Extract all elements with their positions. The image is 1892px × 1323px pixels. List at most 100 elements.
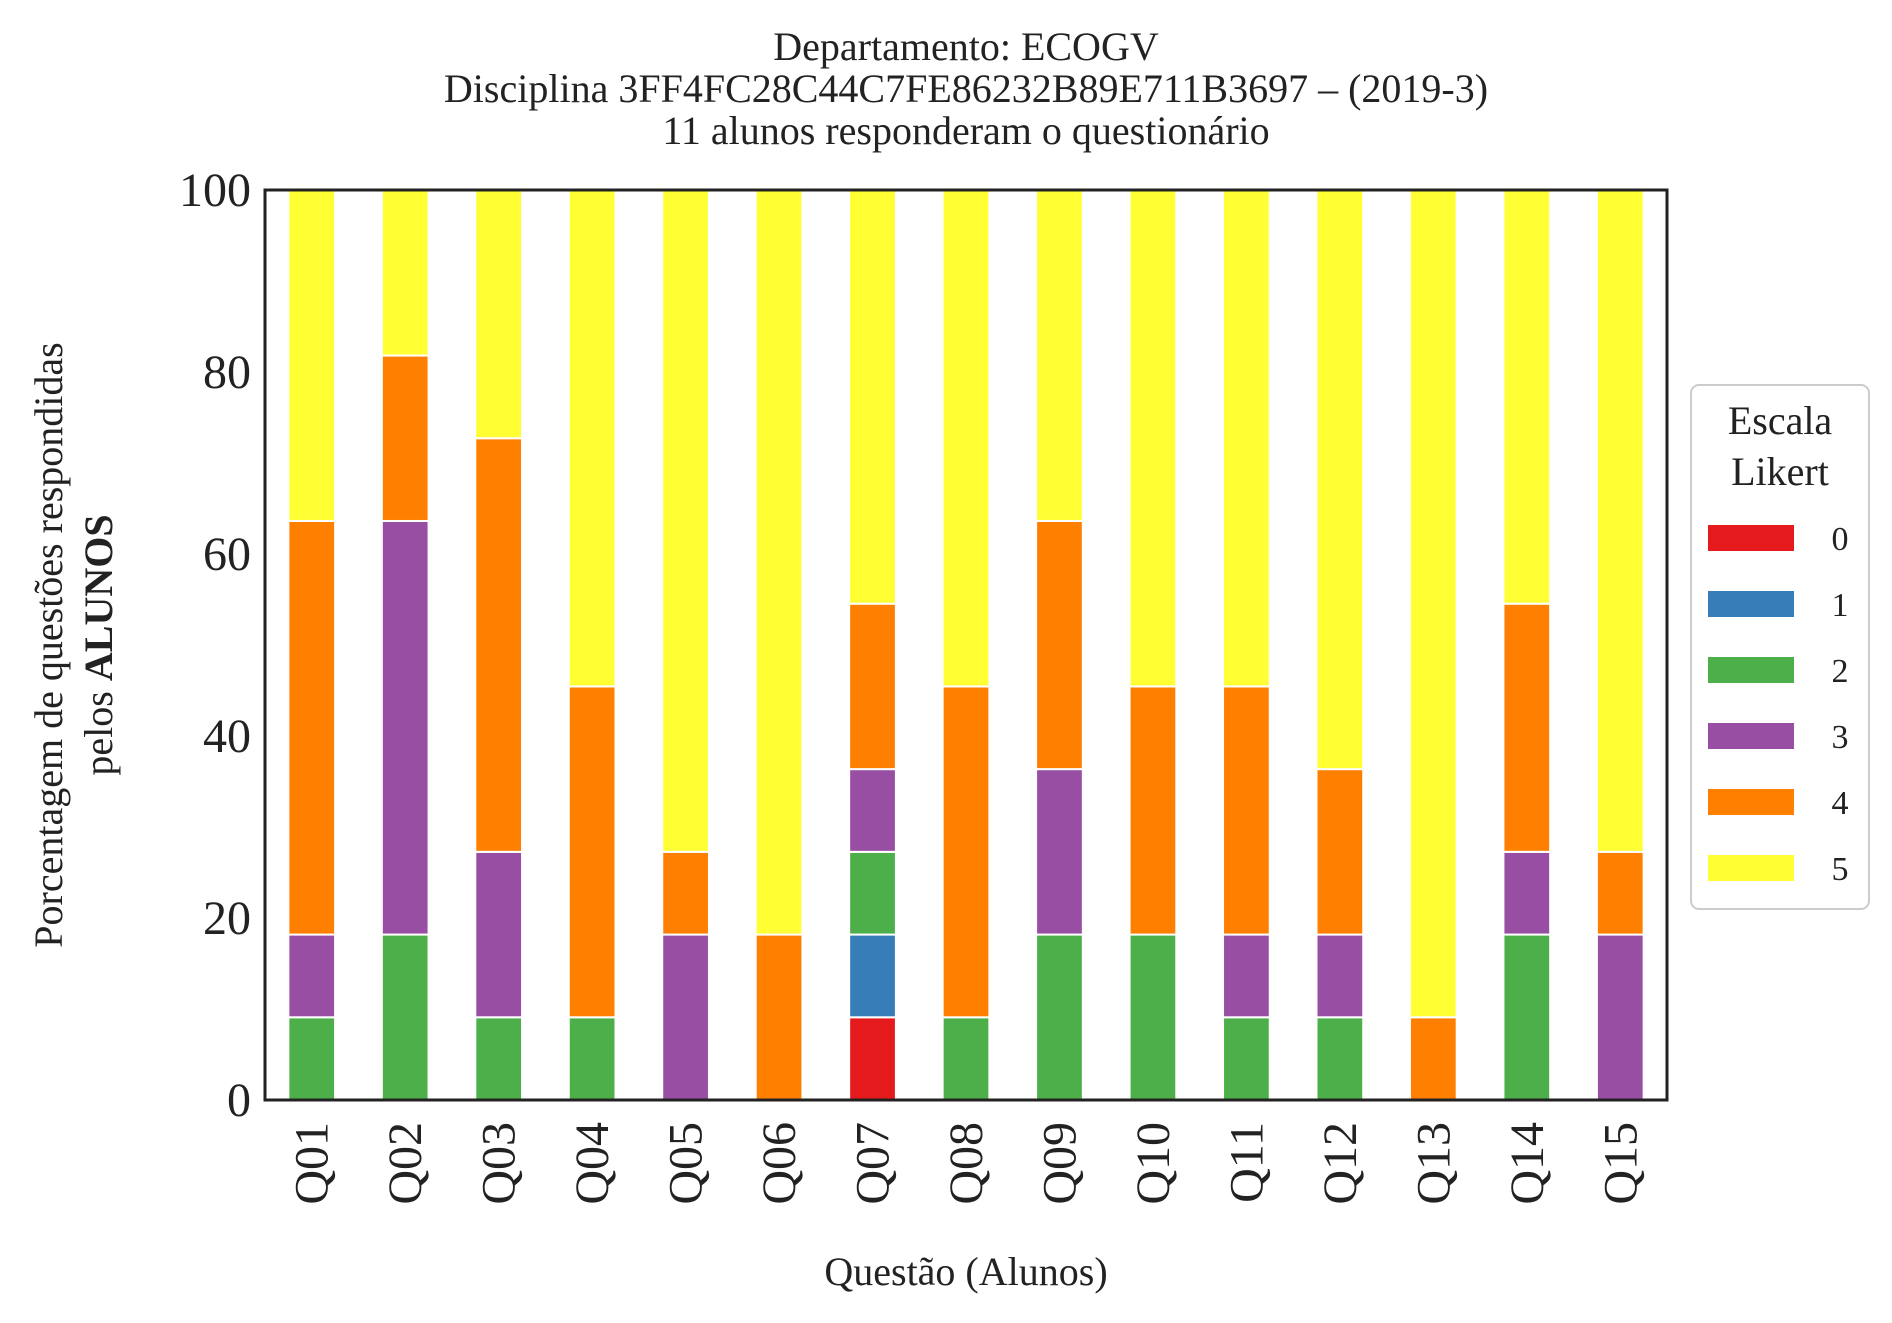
x-tick-label-Q07: Q07 [847,1122,900,1205]
bars [287,189,1645,1102]
bar-segment-Q02-likert-4 [380,354,430,522]
x-tick-label-Q08: Q08 [940,1122,993,1205]
bar-segment-Q05-likert-3 [661,933,710,1102]
bar-segment-Q09-likert-2 [1035,933,1084,1102]
legend-frame [1690,384,1870,910]
x-tick-label-Q02: Q02 [379,1122,432,1205]
bar-segment-Q14-likert-5 [1502,189,1552,605]
x-tick-label-Q06: Q06 [753,1122,806,1205]
bar-segment-Q11-likert-5 [1222,189,1271,688]
bar-segment-Q12-likert-2 [1315,1016,1365,1102]
bar-segment-Q07-likert-3 [848,768,897,853]
bar-segment-Q10-likert-2 [1128,933,1178,1102]
legend-swatch-2 [1708,657,1794,683]
bar-segment-Q07-likert-4 [848,602,897,771]
bar-segment-Q01-likert-3 [287,933,337,1019]
bar-segment-Q02-likert-5 [380,189,430,357]
bar-segment-Q05-likert-4 [661,850,710,936]
x-tick-label-Q12: Q12 [1314,1122,1367,1205]
bar-segment-Q06-likert-5 [754,189,804,936]
y-axis-label-line1: Porcentagem de questões respondidas [26,342,71,947]
bar-segment-Q09-likert-4 [1035,519,1084,771]
legend-label-2: 2 [1832,653,1849,690]
bar-segment-Q01-likert-2 [287,1016,337,1102]
x-tick-label-Q09: Q09 [1033,1122,1086,1205]
bar-segment-Q01-likert-5 [287,189,337,522]
y-axis-label-bold: ALUNOS [76,514,121,681]
legend-items: 0 1 2 3 4 5 [1708,521,1849,888]
y-axis-ticks: 0 20 40 60 80 100 [179,164,251,1127]
bar-segment-Q02-likert-2 [380,933,430,1102]
bar-segment-Q15-likert-3 [1595,933,1645,1102]
y-tick-label-60: 60 [203,528,251,581]
legend-label-0: 0 [1832,521,1849,558]
legend-title-line2: Likert [1731,449,1829,494]
chart-title-line-2: Disciplina 3FF4FC28C44C7FE86232B89E711B3… [444,66,1488,111]
bar-segment-Q04-likert-5 [567,189,617,688]
bar-segment-Q09-likert-5 [1035,189,1084,522]
legend-label-3: 3 [1832,719,1849,756]
x-tick-label-Q13: Q13 [1407,1122,1460,1205]
bar-segment-Q10-likert-4 [1128,685,1178,936]
bar-segment-Q12-likert-5 [1315,189,1365,771]
bar-segment-Q15-likert-5 [1595,189,1645,853]
bar-segment-Q12-likert-4 [1315,768,1365,936]
bar-segment-Q10-likert-5 [1128,189,1178,688]
x-tick-label-Q11: Q11 [1220,1122,1273,1203]
y-axis-label-line2: pelos ALUNOS [76,514,121,775]
bar-segment-Q03-likert-2 [474,1016,524,1102]
legend-label-5: 5 [1832,851,1849,888]
x-tick-label-Q03: Q03 [473,1122,526,1205]
legend-title-line1: Escala [1728,398,1833,443]
bar-segment-Q03-likert-5 [474,189,524,440]
x-axis-ticks: Q01 Q02 Q03 Q04 Q05 Q06 Q07 Q08 Q09 Q10 Q11 Q12 Q13 Q… [286,1122,1648,1205]
chart-title-line-3: 11 alunos responderam o questionário [662,108,1269,153]
bar-segment-Q14-likert-2 [1502,933,1552,1102]
bar-segment-Q13-likert-4 [1408,1016,1458,1102]
x-tick-label-Q01: Q01 [286,1122,339,1205]
x-axis-label: Questão (Alunos) [824,1249,1107,1294]
chart-title-line-1: Departamento: ECOGV [773,24,1159,69]
legend-swatch-3 [1708,723,1794,749]
legend-swatch-0 [1708,525,1794,551]
legend-label-1: 1 [1832,587,1849,624]
bar-segment-Q11-likert-3 [1222,933,1271,1019]
bar-segment-Q07-likert-1 [848,933,897,1019]
bar-segment-Q03-likert-4 [474,437,524,853]
bar-segment-Q09-likert-3 [1035,768,1084,936]
bar-segment-Q12-likert-3 [1315,933,1365,1019]
legend-swatch-1 [1708,591,1794,617]
bar-segment-Q02-likert-3 [380,519,430,936]
bar-segment-Q06-likert-4 [754,933,804,1102]
bar-segment-Q14-likert-3 [1502,850,1552,936]
bar-segment-Q07-likert-5 [848,189,897,605]
x-tick-label-Q14: Q14 [1501,1122,1554,1205]
bar-segment-Q08-likert-5 [941,189,991,688]
y-tick-label-80: 80 [203,346,251,399]
x-tick-label-Q10: Q10 [1127,1122,1180,1205]
bar-segment-Q15-likert-4 [1595,850,1645,936]
bar-segment-Q11-likert-4 [1222,685,1271,936]
bar-segment-Q13-likert-5 [1408,189,1458,1019]
y-tick-label-0: 0 [227,1074,251,1127]
bar-segment-Q08-likert-2 [941,1016,991,1102]
bar-segment-Q11-likert-2 [1222,1016,1271,1102]
bar-segment-Q04-likert-2 [567,1016,617,1102]
bar-segment-Q04-likert-4 [567,685,617,1019]
legend-swatch-4 [1708,789,1794,815]
bar-segment-Q01-likert-4 [287,519,337,936]
y-tick-label-20: 20 [203,892,251,945]
bar-segment-Q14-likert-4 [1502,602,1552,853]
y-tick-label-40: 40 [203,710,251,763]
y-tick-label-100: 100 [179,164,251,217]
bar-segment-Q05-likert-5 [661,189,710,853]
bar-segment-Q08-likert-4 [941,685,991,1019]
y-axis-label-prefix: pelos [76,681,121,775]
legend: Escala Likert 0 1 2 3 4 5 [1690,384,1870,910]
legend-label-4: 4 [1832,785,1849,822]
legend-swatch-5 [1708,855,1794,881]
x-tick-label-Q04: Q04 [566,1122,619,1205]
